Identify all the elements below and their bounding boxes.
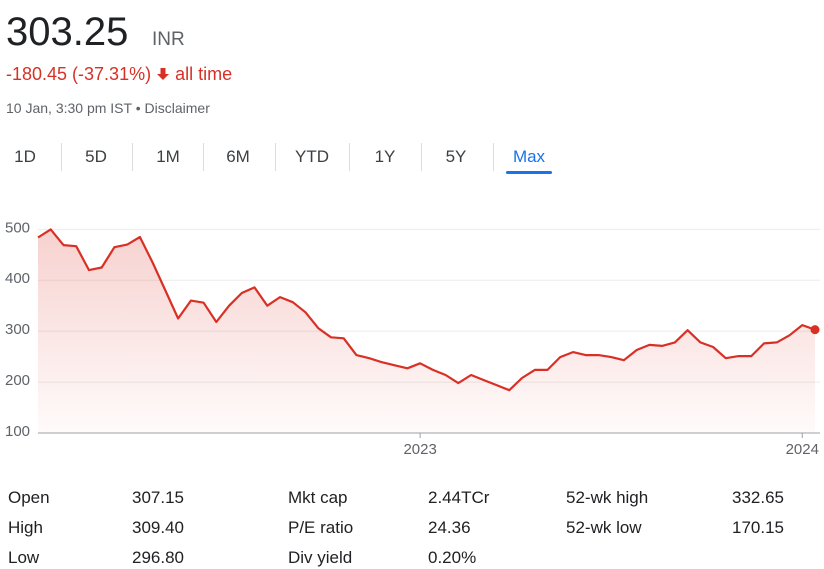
range-tab[interactable]: Max (512, 147, 546, 166)
stat-label: Mkt cap (288, 488, 348, 507)
stat-label: Low (8, 548, 40, 567)
range-tab[interactable]: 6M (226, 147, 250, 166)
tab-separator (348, 143, 350, 171)
change-row: -180.45 (-37.31%) all time (6, 64, 232, 85)
y-tick-label: 400 (5, 270, 30, 287)
price-line (37, 228, 816, 392)
tab-underline (506, 171, 552, 174)
stat-value: 24.36 (428, 518, 471, 537)
stat-value: 0.20% (428, 548, 477, 567)
price: 303.25 (6, 10, 129, 54)
stat-value: 307.15 (132, 488, 184, 507)
down-arrow (157, 68, 170, 80)
stat-value: 2.44TCr (428, 488, 490, 507)
stat-value: 309.40 (132, 518, 184, 537)
disclaimer[interactable]: Disclaimer (144, 100, 210, 116)
stat-value: 332.65 (732, 488, 784, 507)
stat-value: 170.15 (732, 518, 784, 537)
range-tab[interactable]: 1Y (374, 147, 396, 166)
stat-label: Div yield (288, 548, 353, 567)
range-tab[interactable]: 5Y (445, 147, 467, 166)
range-tab[interactable]: 5D (85, 147, 107, 166)
stat-value: 296.80 (132, 548, 184, 567)
stat-label: High (8, 518, 43, 537)
last-point (810, 325, 820, 335)
range-tab[interactable]: YTD (295, 147, 329, 166)
tab-separator (132, 143, 133, 171)
y-tick-label: 100 (5, 423, 30, 440)
stat-label: 52-wk low (566, 518, 642, 537)
tab-separator (60, 143, 62, 171)
x-tick-label: 2023 (403, 441, 436, 458)
tab-separator (492, 143, 494, 171)
tab-separator (275, 143, 276, 171)
range-tab[interactable]: 1M (156, 147, 180, 166)
period: all time (175, 64, 233, 84)
area (38, 229, 815, 433)
x-tick-label: 2024 (786, 441, 819, 458)
y-tick-label: 200 (5, 372, 30, 389)
range-tab[interactable]: 1D (14, 147, 36, 166)
timestamp-row: 10 Jan, 3:30 pm IST • Disclaimer (6, 100, 210, 116)
stat-label: P/E ratio (288, 518, 354, 537)
stat-label: Open (8, 488, 50, 507)
tab-separator (420, 143, 422, 171)
stat-label: 52-wk high (566, 488, 649, 507)
timestamp: 10 Jan, 3:30 pm IST (6, 100, 132, 116)
y-tick-label: 500 (5, 219, 30, 236)
chart: 100 200 300 400 500 2023 2024 (5, 219, 820, 458)
currency: INR (152, 29, 185, 50)
tab-separator (203, 143, 204, 171)
y-tick-label: 300 (5, 321, 30, 338)
change: -180.45 (-37.31%) (6, 64, 152, 84)
